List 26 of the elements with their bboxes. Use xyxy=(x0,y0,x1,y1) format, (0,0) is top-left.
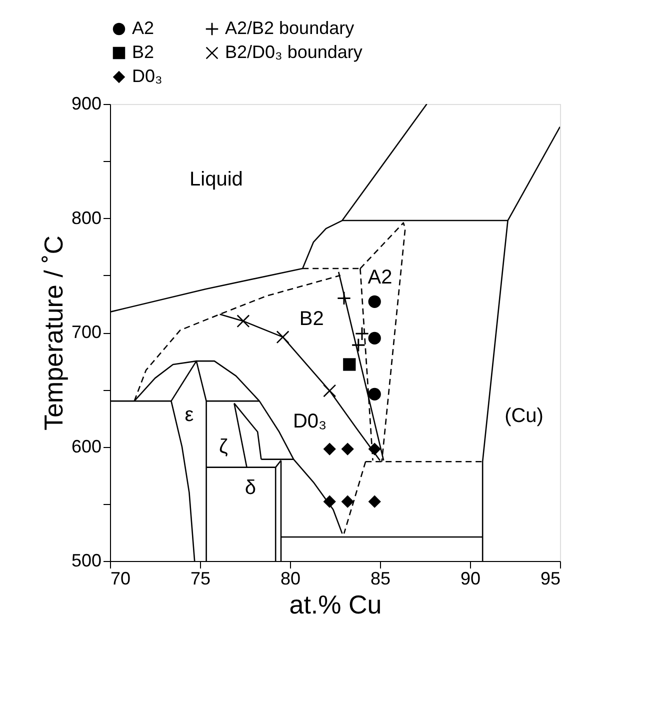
x-tick-label: 90 xyxy=(460,568,481,588)
y-tick-label: 700 xyxy=(71,322,102,342)
y-tick-label: 600 xyxy=(71,436,102,456)
x-tick-label: 75 xyxy=(190,568,211,588)
legend-label: D0₃ xyxy=(132,66,162,86)
annotation: D0₃ xyxy=(292,410,327,433)
y-tick-label: 500 xyxy=(71,550,102,570)
x-tick-label: 80 xyxy=(280,568,301,588)
legend-label: B2/D0₃ boundary xyxy=(225,42,362,62)
y-axis-title: Temperature / ˚C xyxy=(38,235,68,431)
legend-label: A2 xyxy=(132,18,154,38)
annotation: Liquid xyxy=(190,168,243,190)
y-tick-label: 800 xyxy=(71,208,102,228)
x-tick-label: 85 xyxy=(370,568,391,588)
annotation: A2 xyxy=(368,266,392,289)
x-tick-label: 95 xyxy=(540,568,560,588)
x-axis-title: at.% Cu xyxy=(289,590,382,620)
x-tick-label: 70 xyxy=(110,568,131,588)
annotation: δ xyxy=(244,476,256,499)
legend-label: B2 xyxy=(132,42,154,62)
annotation: B2 xyxy=(299,308,324,330)
annotation: ζ xyxy=(218,436,228,458)
annotation: (Cu) xyxy=(504,405,544,428)
legend-label: A2/B2 boundary xyxy=(225,18,354,38)
annotation: ε xyxy=(184,404,194,426)
y-tick-label: 900 xyxy=(71,94,102,114)
